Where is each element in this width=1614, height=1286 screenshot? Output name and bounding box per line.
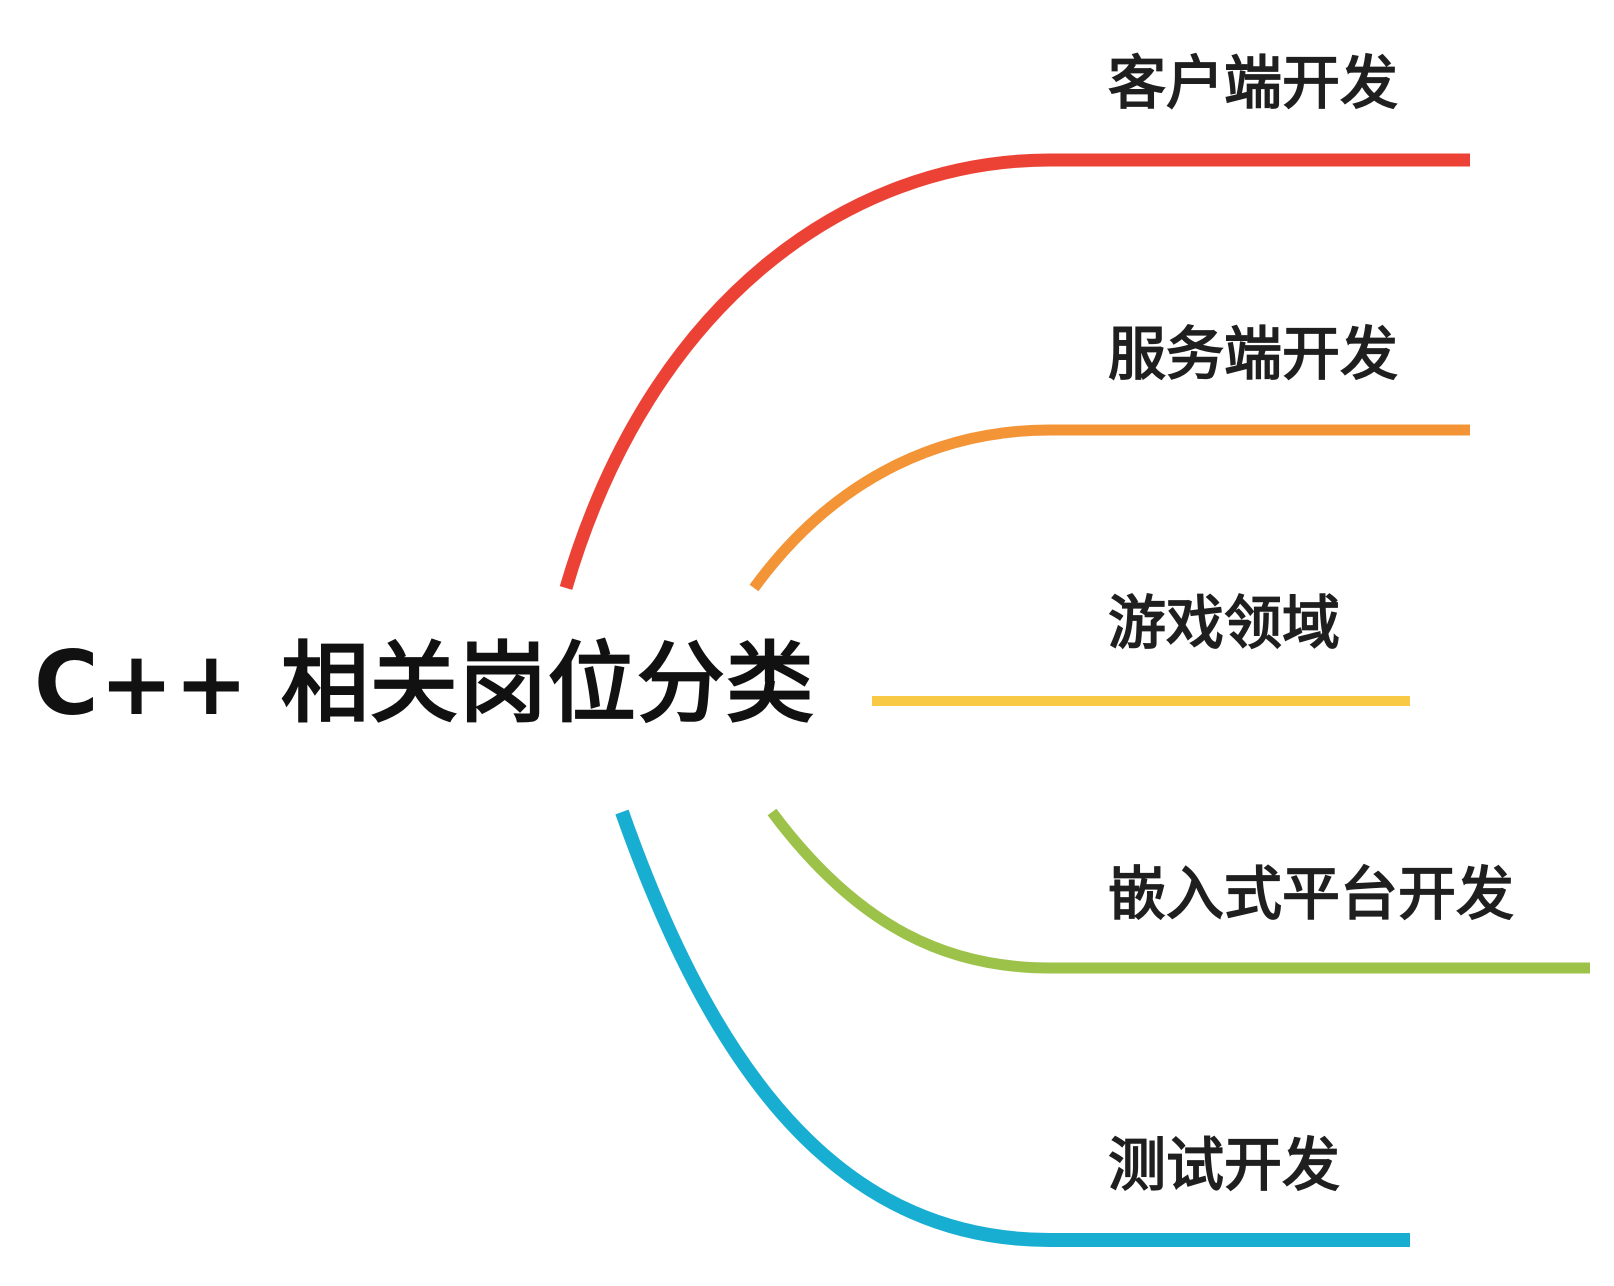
- branch-line-client: [559, 153, 1470, 590]
- branch-label-server: 服务端开发: [1108, 320, 1399, 388]
- branch-label-embedded: 嵌入式平台开发: [1108, 860, 1515, 928]
- branch-line-server: [749, 424, 1470, 592]
- branch-line-test: [615, 809, 1410, 1247]
- branch-label-test: 测试开发: [1108, 1131, 1341, 1199]
- central-topic: C++ 相关岗位分类: [34, 632, 815, 735]
- branch-label-client: 客户端开发: [1108, 49, 1399, 117]
- branch-label-game: 游戏领域: [1108, 589, 1341, 657]
- branch-line-embedded: [767, 808, 1590, 974]
